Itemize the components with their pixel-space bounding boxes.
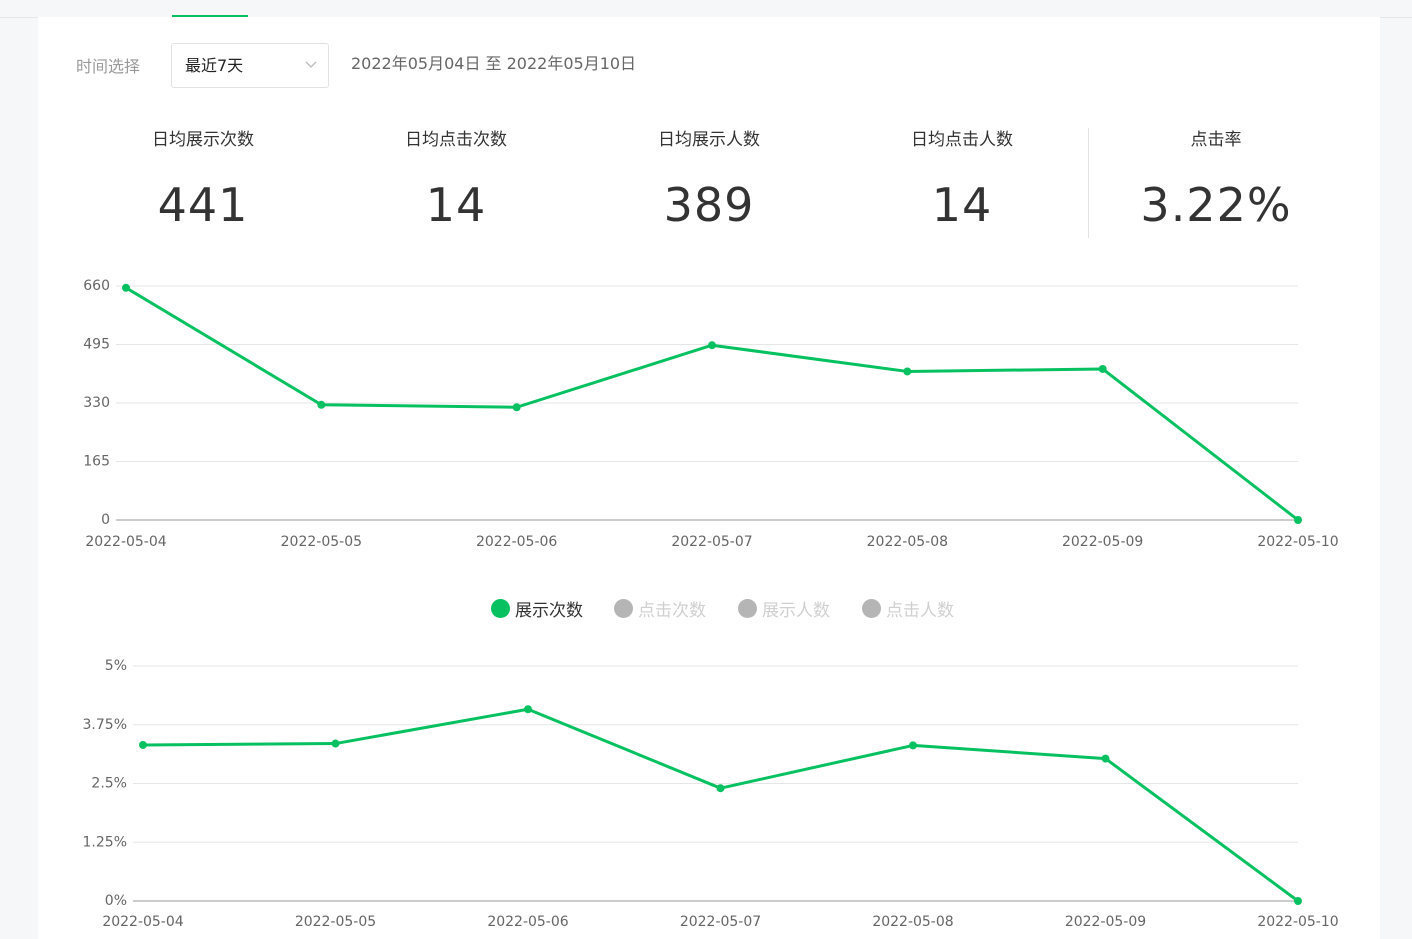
stat-label: 点击率 [1190,130,1242,150]
legend-dot-icon [614,598,633,618]
chevron-down-icon [305,61,317,68]
legend-item[interactable]: 展示次数 [491,597,583,621]
legend-dot-icon [862,598,881,618]
active-tab-indicator [172,15,248,17]
legend-item[interactable]: 点击人数 [862,597,954,621]
stat-label: 日均点击次数 [405,130,507,150]
time-range-select-value: 最近7天 [185,56,244,75]
legend-item[interactable]: 点击次数 [614,597,706,621]
stat-ctr: 点击率 3.22% [1096,128,1336,232]
legend-dot-icon [738,598,757,618]
stat-label: 日均点击人数 [911,130,1013,150]
stat-value: 14 [425,178,487,232]
legend-label: 点击次数 [638,600,706,621]
legend-label: 展示人数 [762,600,830,621]
time-filter-label: 时间选择 [76,57,141,76]
chart-legend: 展示次数 点击次数 展示人数 点击人数 [0,594,1412,622]
legend-item[interactable]: 展示人数 [738,597,830,621]
time-range-select[interactable]: 最近7天 [171,43,329,88]
date-range-text: 2022年05月04日 至 2022年05月10日 [351,54,637,73]
stat-value: 441 [157,178,249,232]
stat-label: 日均展示次数 [152,130,254,150]
stat-avg-impressions: 日均展示次数 441 [83,128,323,232]
stat-label: 日均展示人数 [658,130,760,150]
stat-value: 3.22% [1140,178,1292,232]
stat-value: 14 [931,178,993,232]
stat-avg-click-users: 日均点击人数 14 [842,128,1082,232]
stat-avg-impression-users: 日均展示人数 389 [589,128,829,232]
stat-avg-clicks: 日均点击次数 14 [336,128,576,232]
legend-label: 点击人数 [886,600,954,621]
legend-label: 展示次数 [515,600,583,621]
stat-value: 389 [663,178,755,232]
stat-divider [1088,128,1089,238]
legend-dot-icon [491,598,510,618]
